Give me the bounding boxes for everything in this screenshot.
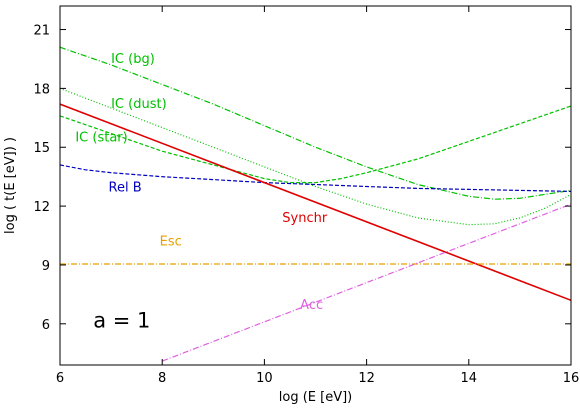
tick-layer: 6 8 10 12 14 16 6 9 12 15 18 21 <box>33 6 579 386</box>
y-tick-label: 9 <box>42 259 50 274</box>
panel-annotation: a = 1 <box>93 309 150 333</box>
y-tick-label: 18 <box>33 82 50 97</box>
series-label-rel-b: Rel B <box>109 180 142 195</box>
series-line-ic-bg <box>60 46 571 200</box>
series-label-ic-star: IC (star) <box>75 130 127 145</box>
series-line-rel-b <box>60 164 571 192</box>
x-tick-label: 16 <box>563 371 580 386</box>
x-tick-label: 12 <box>358 371 375 386</box>
x-tick-label: 14 <box>461 371 478 386</box>
series-label-ic-dust: IC (dust) <box>111 97 167 112</box>
series-label-acc: Acc <box>300 298 323 313</box>
series-line-ic-dust <box>60 87 571 226</box>
series-line-synchr <box>60 103 571 302</box>
plot-frame <box>59 5 572 366</box>
x-tick-label: 10 <box>256 371 273 386</box>
y-tick-label: 21 <box>33 24 50 39</box>
series-label-ic-bg: IC (bg) <box>111 52 155 67</box>
x-tick-label: 8 <box>158 371 166 386</box>
y-tick-label: 6 <box>42 318 50 333</box>
y-axis-title: log ( t(E [eV]) ) <box>3 137 18 234</box>
x-axis-title: log (E [eV]) <box>279 390 352 405</box>
series-label-esc: Esc <box>160 234 182 249</box>
y-tick-label: 15 <box>33 141 50 156</box>
series-label-layer: IC (bg) IC (dust) IC (star) Rel B Synchr Esc A… <box>75 52 328 313</box>
series-line-ic-star <box>60 105 571 184</box>
series-line-acc <box>161 203 571 362</box>
x-tick-label: 6 <box>56 371 64 386</box>
series-layer <box>60 46 571 362</box>
series-label-synchr: Synchr <box>282 211 328 226</box>
y-tick-label: 12 <box>33 200 50 215</box>
